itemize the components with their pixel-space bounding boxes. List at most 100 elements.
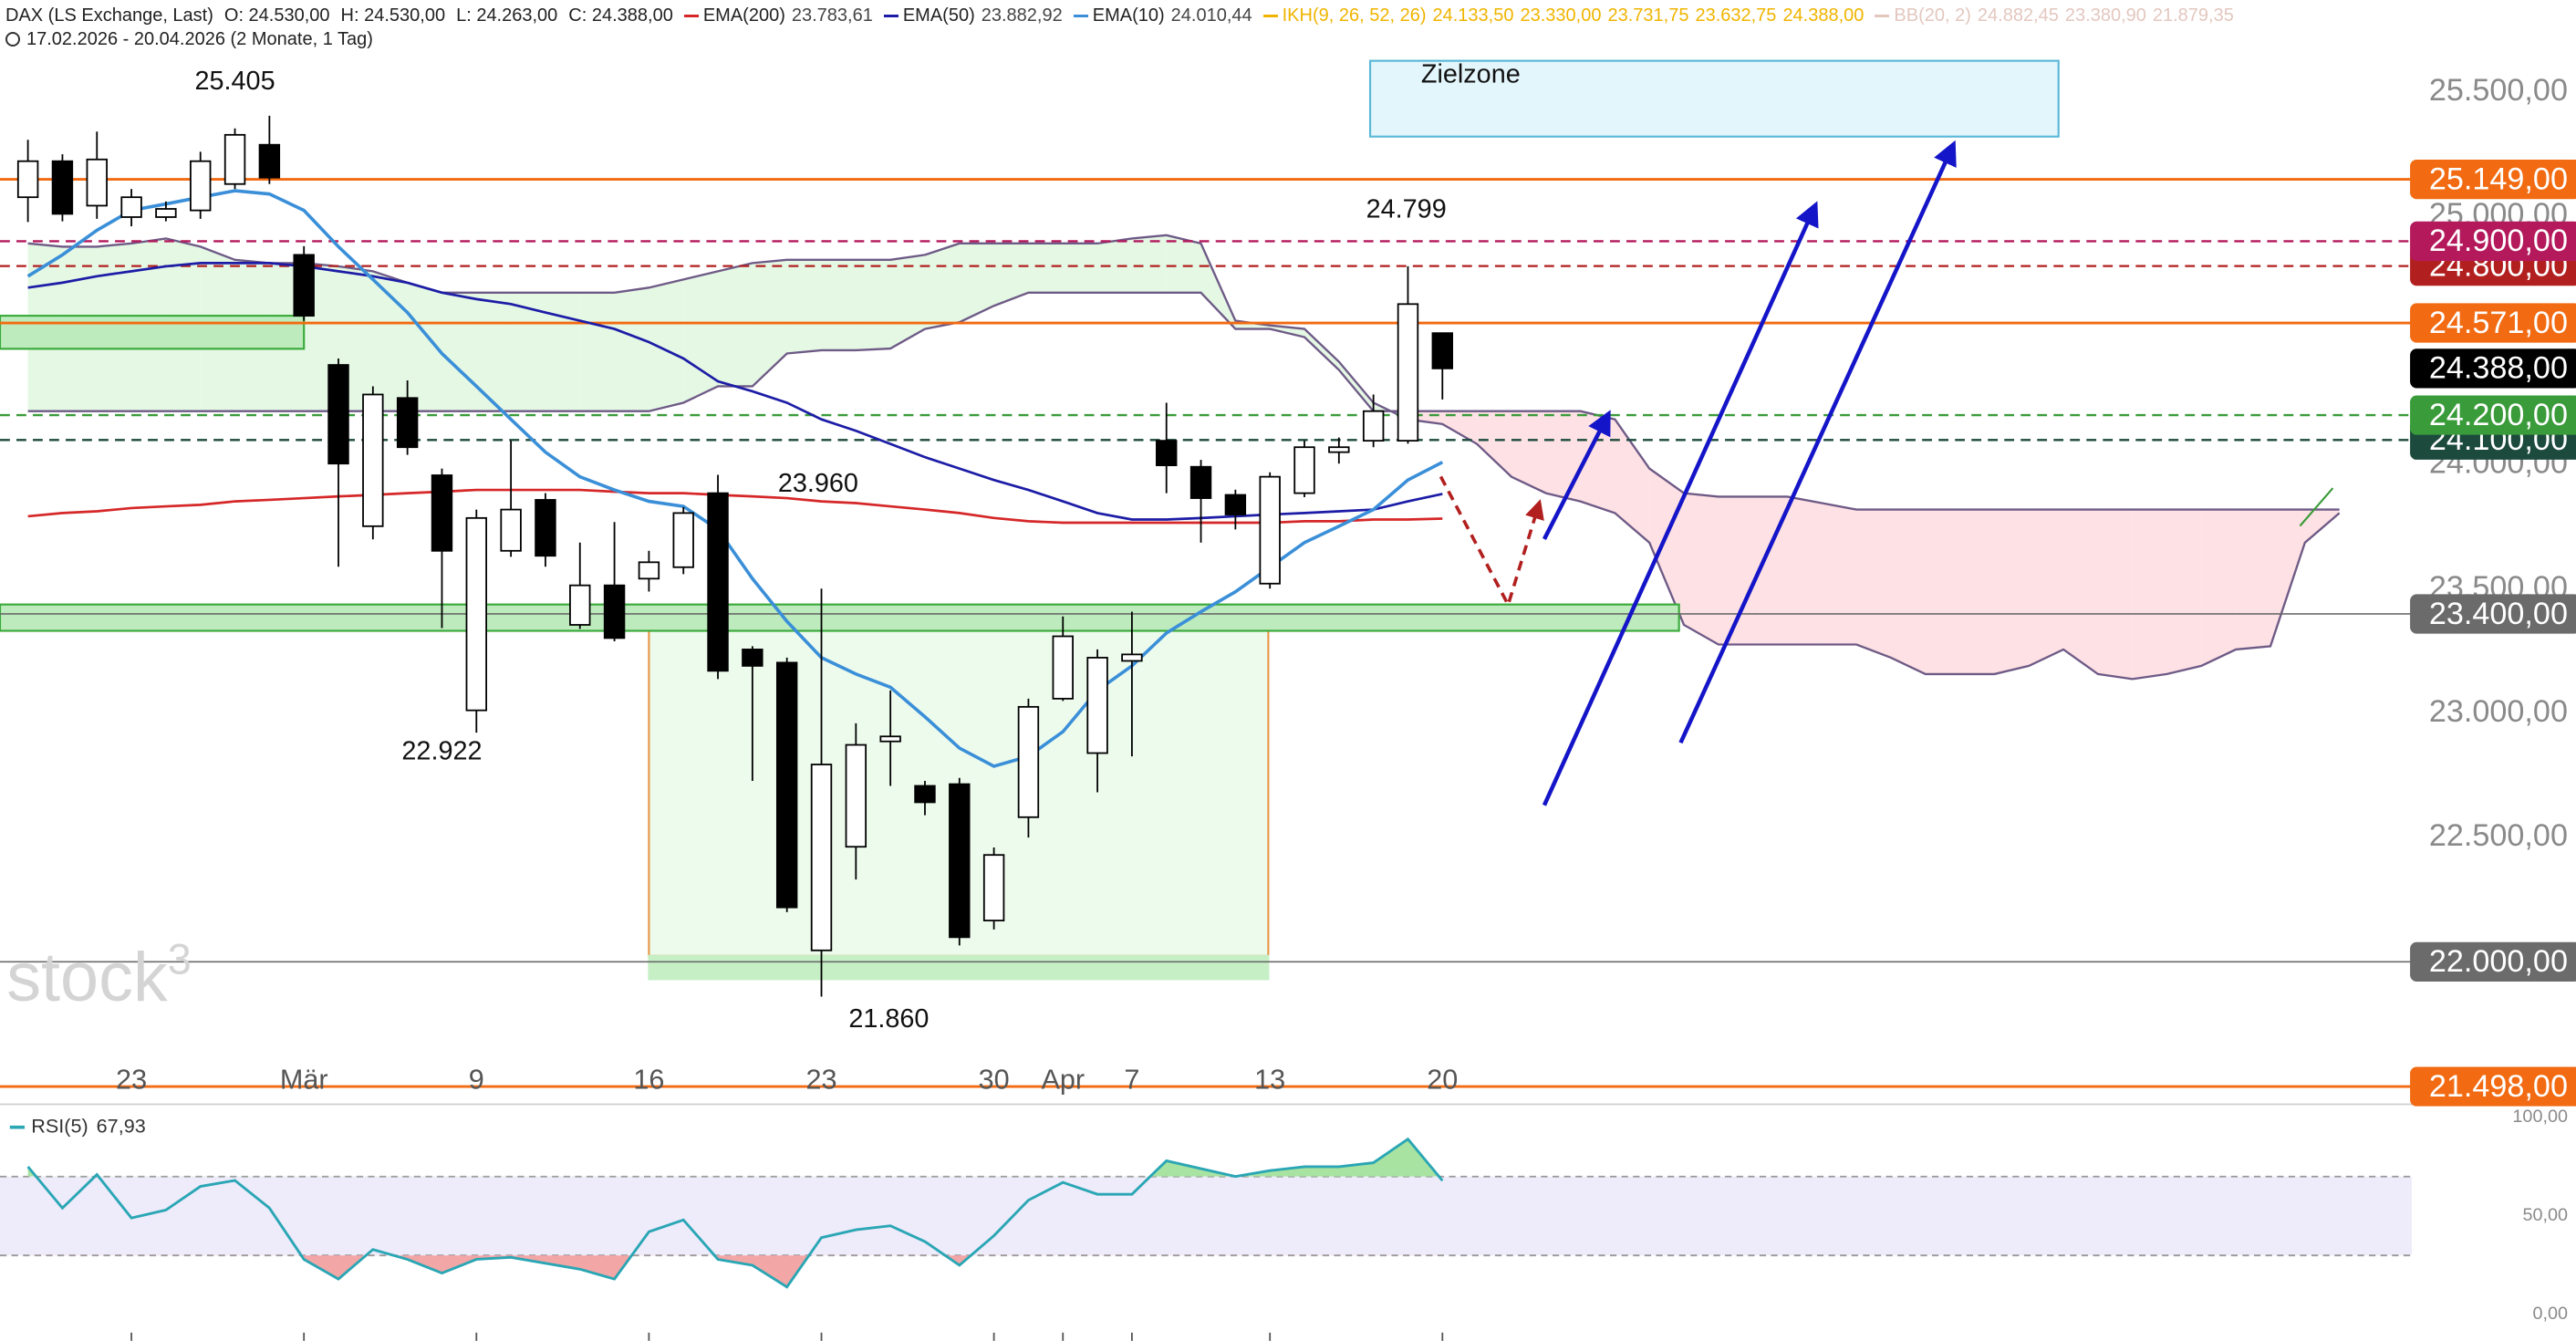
candle-body: [1362, 410, 1385, 442]
legend-name: IKH(9, 26, 52, 26): [1282, 5, 1427, 26]
cloud-fill: [579, 292, 615, 411]
level-label: 24.388,00: [2429, 351, 2568, 386]
rsi-legend-part: 67,93: [97, 1114, 146, 1137]
candle-body: [1293, 446, 1315, 494]
candle-layer: [16, 115, 1454, 997]
legend-name: EMA(10): [1092, 5, 1165, 26]
level-label: 24.571,00: [2429, 306, 2568, 340]
legend-value: 23.380,90: [2064, 5, 2146, 26]
candle-body: [431, 474, 453, 552]
x-tick-label: 23: [116, 1064, 147, 1095]
symbol: DAX (LS Exchange, Last): [5, 5, 213, 26]
price-axis: 25.500,0025.000,0024.000,0023.500,0023.0…: [2410, 73, 2576, 1107]
ohlc-value: L: 24.263,00: [456, 5, 558, 26]
x-tick-label: Mär: [280, 1064, 328, 1095]
candle-body: [293, 254, 315, 317]
legend-name: EMA(50): [902, 5, 975, 26]
cloud-fill: [1166, 234, 1201, 293]
cloud-fill: [649, 279, 684, 411]
cloud-fill: [1442, 411, 1478, 444]
x-tick-label: 9: [469, 1064, 484, 1095]
legend-entry: IKH(9, 26, 52, 26) 24.133,50 23.330,00 23.7…: [1262, 5, 1864, 26]
legend-marker: [1073, 15, 1088, 18]
cloud-fill: [372, 271, 408, 411]
candle-body: [535, 499, 556, 557]
legend-entry: BB(20, 2) 24.882,45 23.380,90 21.879,35: [1875, 5, 2234, 26]
watermark: stock3: [6, 936, 192, 1016]
legend-name: EMA(200): [702, 5, 785, 26]
legend-value: 23.882,92: [981, 5, 1063, 26]
rsi-tick-label: 100,00: [2512, 1107, 2568, 1127]
x-tick-label: Apr: [1041, 1064, 1085, 1095]
clock-icon: [5, 32, 20, 47]
candle-body: [327, 364, 349, 465]
cloud-fill: [1994, 509, 2030, 674]
x-tick-label: 30: [979, 1064, 1010, 1095]
legend-value: 21.879,35: [2152, 5, 2234, 26]
cloud-fill: [993, 243, 1029, 307]
candle-body: [1121, 653, 1143, 662]
candle-body: [500, 508, 522, 552]
legend-value: 24.388,00: [1782, 5, 1864, 26]
candle-body: [1086, 657, 1108, 754]
drawings: [1439, 140, 2334, 806]
candle-body: [465, 516, 488, 712]
cloud-fill: [441, 292, 477, 411]
level-label: 24.900,00: [2429, 224, 2568, 258]
legend-entry: EMA(50) 23.882,92: [883, 5, 1063, 26]
candle-body: [949, 783, 971, 939]
price-annotation: 25.405: [195, 67, 275, 96]
cloud-fill: [1856, 509, 1891, 658]
zone: [648, 954, 1270, 981]
rsi-band: [0, 1176, 2412, 1256]
level-label-box: [2410, 348, 2576, 389]
candle-body: [982, 854, 1005, 922]
x-tick-label: 20: [1427, 1064, 1458, 1095]
legend-value: 23.330,00: [1520, 5, 1602, 26]
cloud-fill: [1959, 509, 1995, 674]
cloud-fill: [1615, 419, 1650, 543]
candle-body: [1397, 303, 1419, 442]
x-tick-label: 23: [805, 1064, 836, 1095]
candle-body: [775, 661, 798, 909]
cloud-fill: [1304, 328, 1339, 370]
cloud-fill: [1649, 468, 1685, 625]
cloud-fill: [1097, 238, 1132, 293]
header-row: 17.02.2026 - 20.04.2026 (2 Monate, 1 Tag…: [5, 27, 2245, 51]
candle-body: [362, 393, 384, 527]
cloud-fill: [924, 243, 960, 329]
cloud-fill: [1787, 496, 1823, 645]
header-row: DAX (LS Exchange, Last) O: 24.530,00 H: 24…: [5, 4, 2245, 27]
candle-body: [1052, 635, 1074, 700]
level-label: 22.000,00: [2429, 944, 2568, 979]
cloud-fill: [2097, 509, 2133, 680]
candle-body: [51, 160, 74, 215]
candle-body: [914, 785, 936, 804]
legend-marker: [883, 15, 898, 18]
cloud-fill: [1511, 411, 1546, 494]
legend-value: 24.133,50: [1432, 5, 1514, 26]
zone: [0, 315, 306, 350]
level-label-box: [2410, 221, 2576, 262]
y-tick-label: 23.000,00: [2429, 694, 2568, 729]
candle-body: [1017, 705, 1040, 818]
cloud-fill: [959, 243, 994, 323]
legend-value: 24.010,44: [1170, 5, 1252, 26]
legend-value: 23.632,75: [1695, 5, 1777, 26]
y-tick-label: 22.500,00: [2429, 818, 2568, 853]
level-label: 23.400,00: [2429, 597, 2568, 631]
candle-body: [1189, 465, 1212, 499]
rsi-legend: RSI(5) 67,93: [31, 1114, 146, 1137]
legend-name: BB(20, 2): [1894, 5, 1971, 26]
candle-body: [258, 143, 281, 179]
cloud-fill: [1338, 361, 1374, 411]
cloud-fill: [2029, 509, 2064, 666]
cloud-fill: [890, 255, 925, 349]
watermark-part: 3: [168, 936, 192, 983]
candle-body: [707, 492, 729, 672]
level-label-box: [2410, 1066, 2576, 1107]
date-range: 17.02.2026 - 20.04.2026 (2 Monate, 1 Tag…: [26, 29, 373, 49]
rsi-overbought-fill: [27, 1138, 1443, 1177]
cloud-fill: [1752, 496, 1788, 645]
cloud-fill: [1477, 411, 1511, 477]
